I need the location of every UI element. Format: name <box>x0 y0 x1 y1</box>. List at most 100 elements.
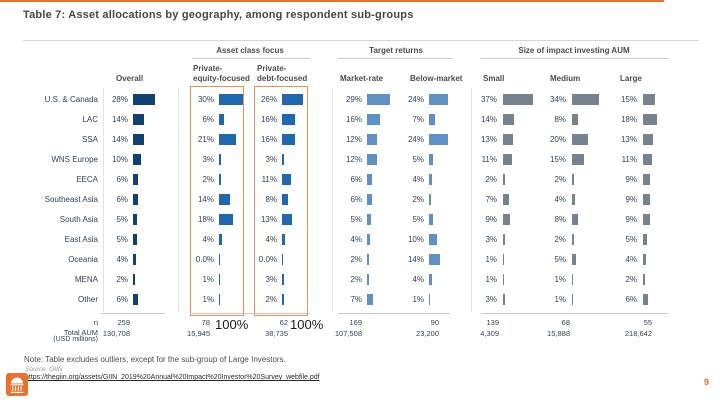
value-bar <box>219 254 220 265</box>
column-header: Medium <box>550 74 581 83</box>
value-bar <box>503 114 515 125</box>
value-label: 9% <box>625 195 637 204</box>
n-row-divider <box>481 313 668 314</box>
value-label: 9% <box>625 175 637 184</box>
value-label: 4% <box>350 235 362 244</box>
value-bar <box>219 214 234 225</box>
geo-row-label: U.S. & Canada <box>44 95 98 104</box>
value-bar <box>219 234 223 245</box>
value-bar <box>367 194 372 205</box>
value-bar <box>572 174 574 185</box>
column-separator <box>471 88 472 312</box>
value-bar <box>572 194 576 205</box>
value-label: 5% <box>554 255 566 264</box>
value-label: 5% <box>116 235 128 244</box>
rotunda-dome-icon <box>6 373 28 396</box>
value-bar <box>133 294 138 305</box>
total-aum-value: 15,945 <box>187 329 210 338</box>
page-number: 9 <box>704 377 710 387</box>
value-label: 4% <box>412 175 424 184</box>
value-bar <box>503 174 505 185</box>
value-bar <box>643 294 648 305</box>
total-aum-value: 4,309 <box>480 329 499 338</box>
value-label: 14% <box>407 255 424 264</box>
value-bar <box>572 294 573 305</box>
geo-row-label: EECA <box>76 175 98 184</box>
value-bar <box>643 94 655 105</box>
total-aum-value: 38,735 <box>265 329 288 338</box>
value-label: 2% <box>350 255 362 264</box>
value-label: 3% <box>485 295 497 304</box>
value-bar <box>367 214 371 225</box>
column-group-label: Target returns <box>369 46 423 55</box>
value-label: 4% <box>265 235 277 244</box>
value-label: 13% <box>620 135 637 144</box>
value-label: 34% <box>549 95 566 104</box>
n-row-divider <box>338 313 450 314</box>
value-label: 6% <box>350 195 362 204</box>
value-bar <box>572 94 600 105</box>
n-value: 62 <box>279 318 288 327</box>
value-bar <box>429 154 433 165</box>
value-label: 21% <box>197 135 214 144</box>
n-row-divider <box>101 313 165 314</box>
value-bar <box>219 274 220 285</box>
value-label: 16% <box>260 135 277 144</box>
value-label: 8% <box>554 115 566 124</box>
value-bar <box>429 274 433 285</box>
value-label: 24% <box>407 135 424 144</box>
value-label: 16% <box>260 115 277 124</box>
value-label: 6% <box>116 175 128 184</box>
value-label: 6% <box>625 295 637 304</box>
value-label: 1% <box>554 295 566 304</box>
value-bar <box>429 194 431 205</box>
value-bar <box>429 134 449 145</box>
value-bar <box>219 174 221 185</box>
value-bar <box>282 294 284 305</box>
value-label: 5% <box>350 215 362 224</box>
value-label: 2% <box>350 275 362 284</box>
source-link[interactable]: https://thegiin.org/assets/GIIN_2019%20A… <box>25 374 320 381</box>
value-label: 4% <box>412 275 424 284</box>
value-label: 2% <box>485 175 497 184</box>
value-bar <box>503 274 504 285</box>
source-text: Source: GIIN <box>25 366 63 373</box>
value-label: 0.0% <box>195 255 214 264</box>
value-label: 11% <box>261 175 277 184</box>
value-label: 13% <box>480 135 497 144</box>
column-header: Large <box>620 74 642 83</box>
n-value: 55 <box>643 318 652 327</box>
value-label: 5% <box>412 155 424 164</box>
n-value: 68 <box>561 318 570 327</box>
value-label: 10% <box>111 155 128 164</box>
value-bar <box>643 174 651 185</box>
value-label: 6% <box>116 195 128 204</box>
value-bar <box>219 294 220 305</box>
value-bar <box>429 214 433 225</box>
value-bar <box>367 154 377 165</box>
value-bar <box>219 114 224 125</box>
value-bar <box>572 254 576 265</box>
value-bar <box>219 154 222 165</box>
value-bar <box>219 94 243 105</box>
value-bar <box>367 174 372 185</box>
value-bar <box>429 174 433 185</box>
value-bar <box>572 234 574 245</box>
value-label: 8% <box>265 195 277 204</box>
value-bar <box>503 94 533 105</box>
value-label: 0.0% <box>258 255 277 264</box>
value-label: 2% <box>116 275 128 284</box>
column-group-label: Size of impact investing AUM <box>518 46 630 55</box>
value-label: 18% <box>197 215 214 224</box>
value-label: 24% <box>407 95 424 104</box>
geo-row-label: East Asia <box>64 235 98 244</box>
value-bar <box>429 114 435 125</box>
geo-row-label: Other <box>77 295 98 304</box>
value-bar <box>282 274 285 285</box>
value-bar <box>367 94 391 105</box>
column-separator <box>103 88 104 312</box>
geo-row-label: Southeast Asia <box>44 195 98 204</box>
value-bar <box>503 234 506 245</box>
value-label: 30% <box>197 95 214 104</box>
n-row-divider <box>192 313 310 314</box>
